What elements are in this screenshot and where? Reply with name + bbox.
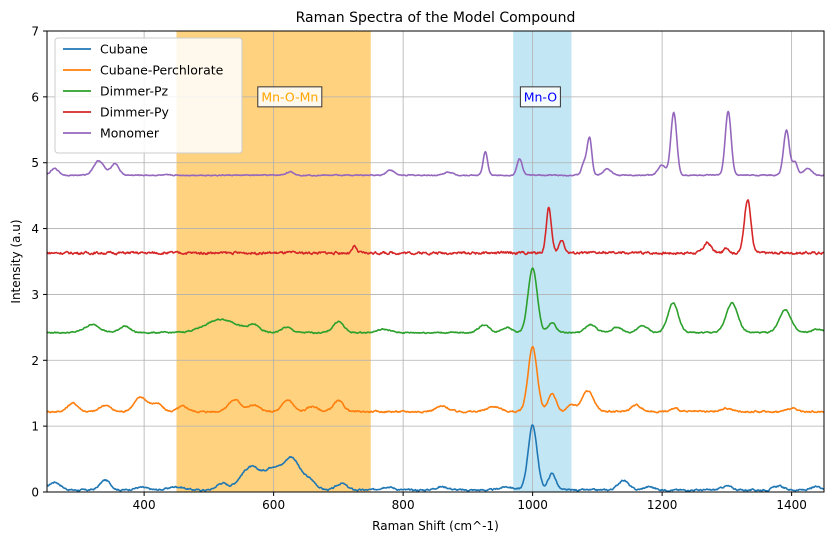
series-lines xyxy=(47,110,824,492)
y-tick-label-3: 3 xyxy=(31,288,39,302)
annotation-box-mn-o xyxy=(519,86,561,108)
y-tick-label-2: 2 xyxy=(31,354,39,368)
y-tick-label-5: 5 xyxy=(31,156,39,170)
annotations: Mn-O-Mn Mn-O xyxy=(257,86,561,108)
y-axis-label: Intensity (a.u) xyxy=(9,219,23,303)
x-tick-label-400: 400 xyxy=(133,498,156,512)
annotation-box-mn-o-mn xyxy=(257,86,323,108)
series-line-dimmer-pz xyxy=(47,267,824,335)
series-line-cubane xyxy=(47,424,824,492)
annotation-mn-o: Mn-O xyxy=(524,89,558,104)
legend-label-dimmer-py: Dimmer-Py xyxy=(100,105,170,120)
x-tick-label-1000: 1000 xyxy=(517,498,548,512)
x-axis-ticks: 400 600 800 1000 1200 1400 xyxy=(133,492,807,512)
y-axis-ticks: 0 1 2 3 4 5 6 7 xyxy=(31,25,47,500)
legend-label-dimmer-pz: Dimmer-Pz xyxy=(100,84,169,99)
x-tick-label-1400: 1400 xyxy=(776,498,807,512)
x-axis-label: Raman Shift (cm^-1) xyxy=(372,519,499,533)
annotation-mn-o-mn: Mn-O-Mn xyxy=(261,89,318,104)
legend-box xyxy=(54,37,243,154)
series-line-cubane-perchlorate xyxy=(47,346,824,414)
y-tick-label-6: 6 xyxy=(31,90,39,104)
legend-label-cubane-perchlorate: Cubane-Perchlorate xyxy=(100,63,224,78)
x-tick-label-600: 600 xyxy=(262,498,285,512)
series-line-monomer xyxy=(47,110,824,177)
x-tick-label-1200: 1200 xyxy=(647,498,678,512)
legend-label-monomer: Monomer xyxy=(100,126,160,141)
y-tick-label-0: 0 xyxy=(31,486,39,500)
x-tick-label-800: 800 xyxy=(392,498,415,512)
legend-label-cubane: Cubane xyxy=(100,42,148,57)
plot-frame xyxy=(46,30,825,493)
legend: Cubane Cubane-Perchlorate Dimmer-Pz Dimmer-… xyxy=(54,37,243,154)
y-tick-label-1: 1 xyxy=(31,420,39,434)
series-line-dimmer-py xyxy=(47,199,824,256)
region-mn-o xyxy=(513,31,572,492)
y-tick-label-4: 4 xyxy=(31,222,39,236)
y-tick-label-7: 7 xyxy=(31,25,39,39)
chart-title: Raman Spectra of the Model Compound xyxy=(296,10,576,26)
